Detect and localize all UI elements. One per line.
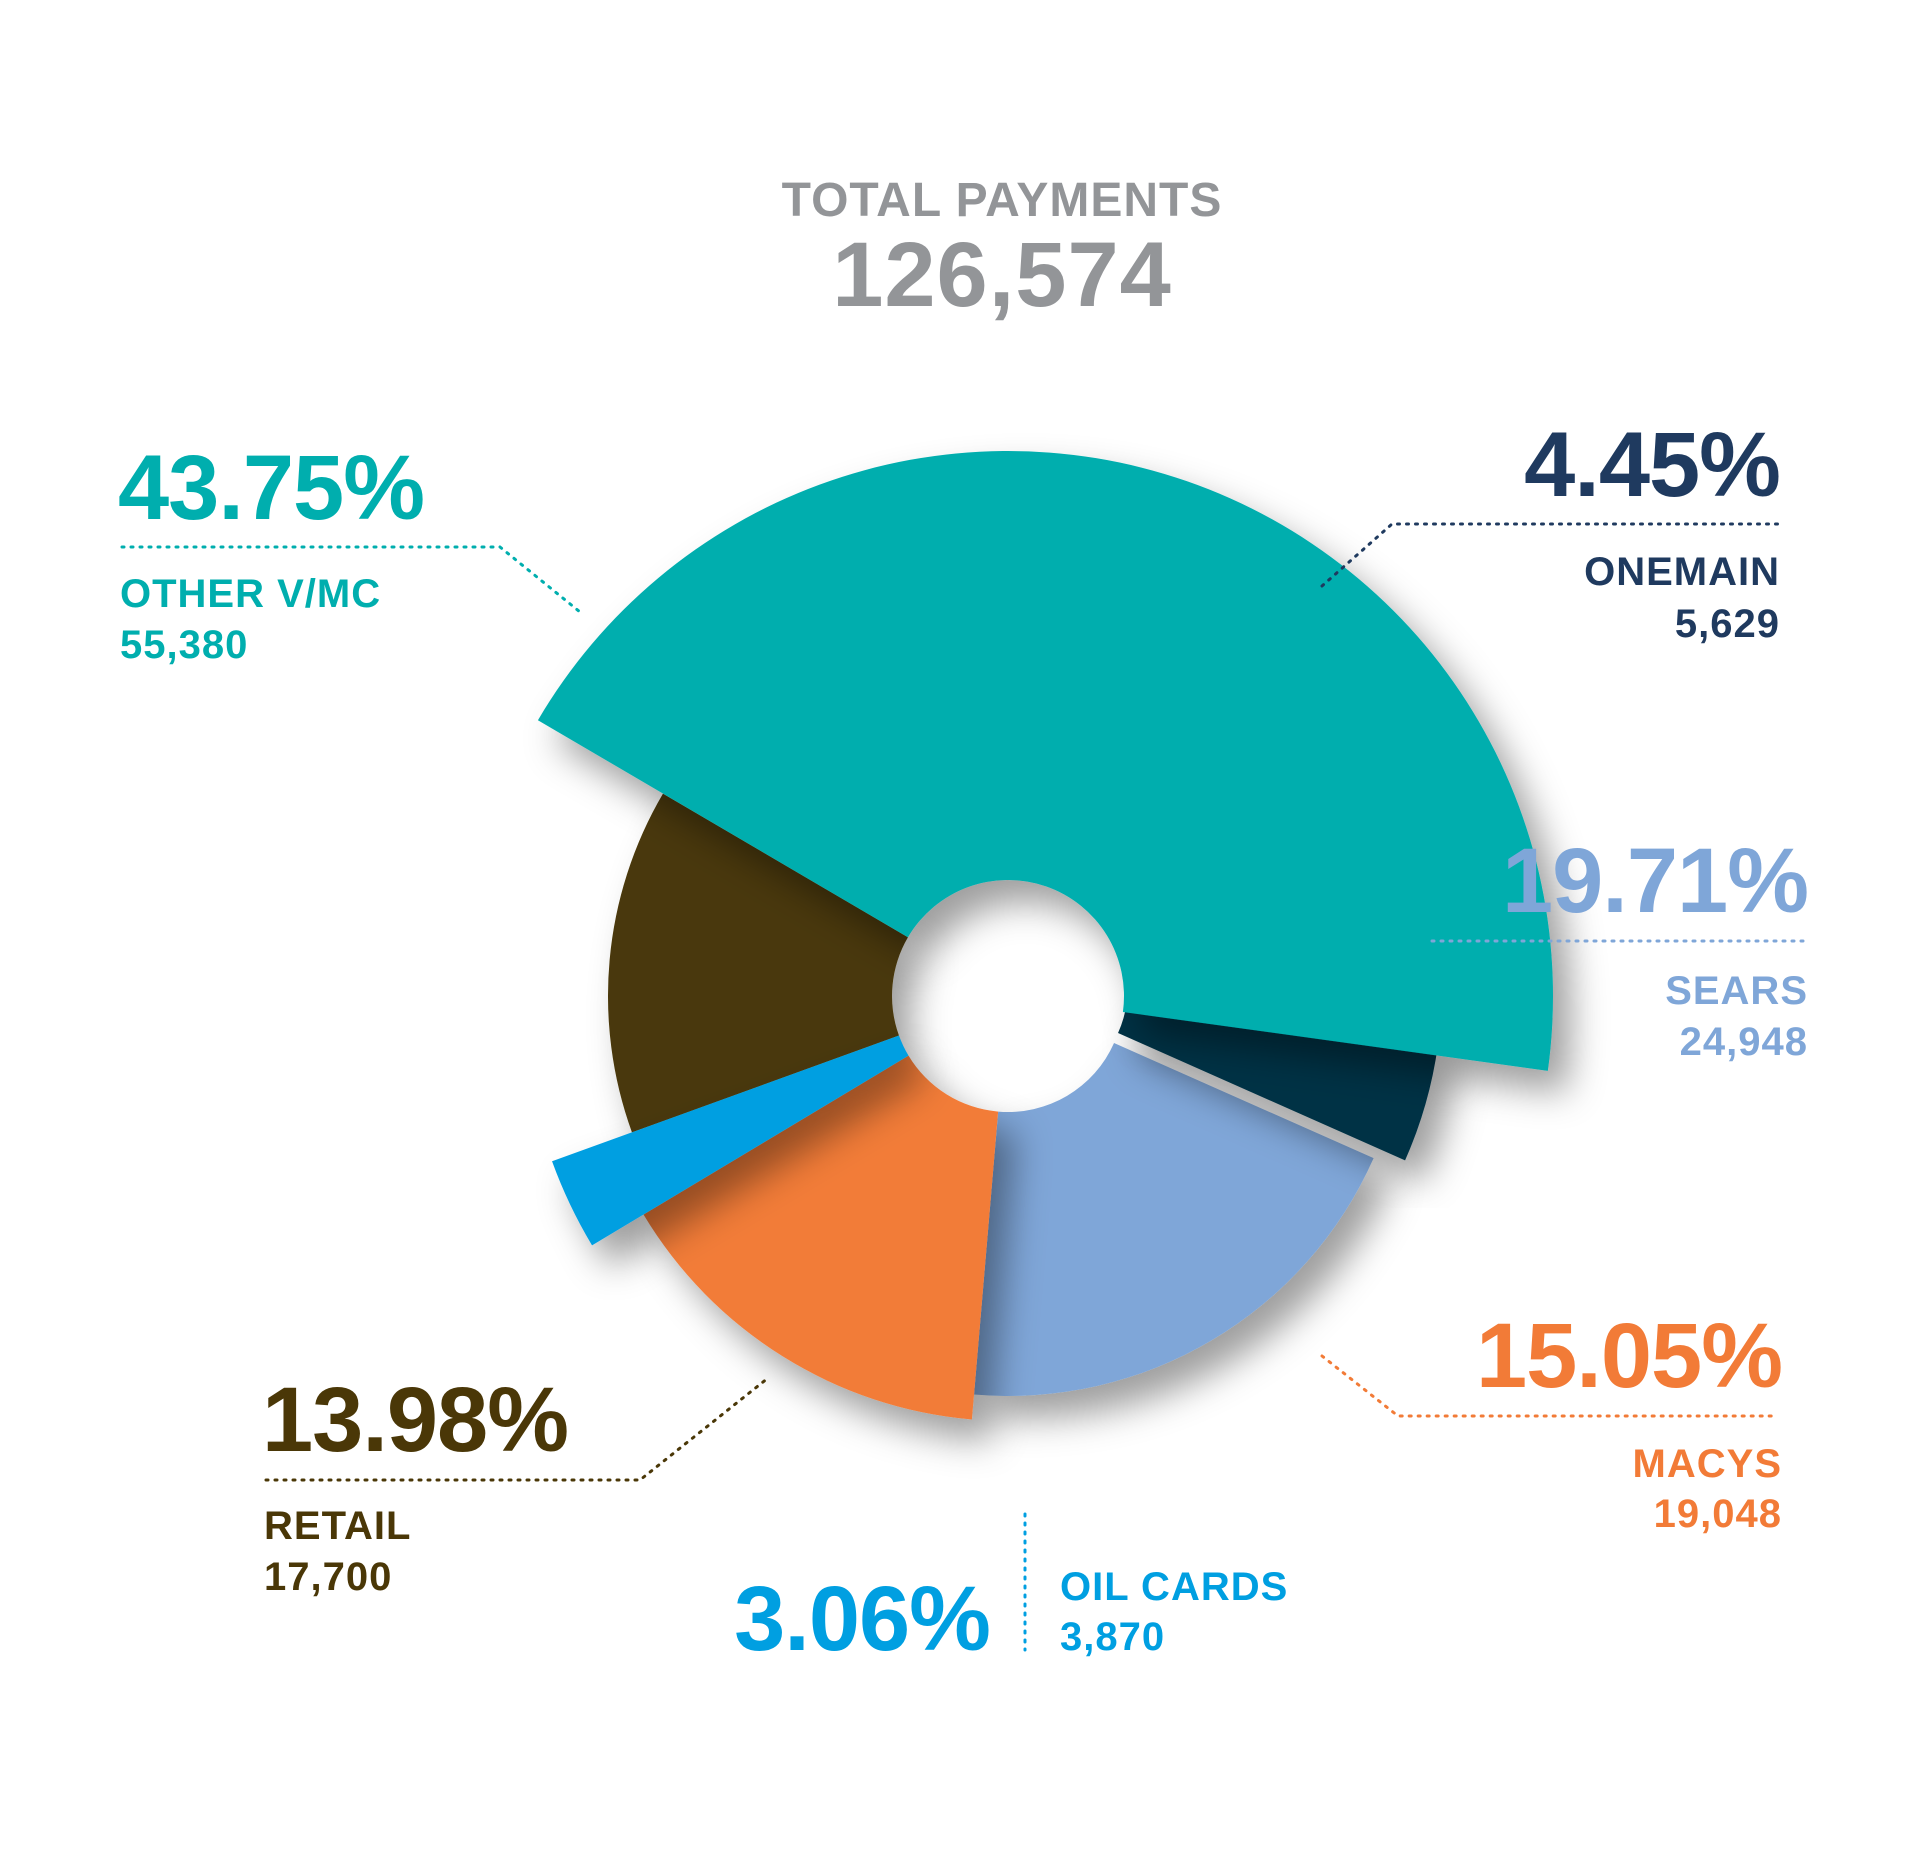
onemain-percent: 4.45%: [1524, 414, 1780, 516]
onemain-label: ONEMAIN: [1584, 550, 1780, 594]
pie-slices: [537, 451, 1553, 1420]
other-vmc-percent: 43.75%: [118, 437, 424, 539]
retail-value: 17,700: [264, 1555, 392, 1599]
slice-oil-cards: [552, 1035, 909, 1246]
sears-label: SEARS: [1665, 969, 1808, 1013]
other-vmc-label: OTHER V/MC: [120, 572, 381, 616]
retail-label: RETAIL: [264, 1504, 411, 1548]
sears-percent: 19.71%: [1502, 830, 1808, 932]
macys-label: MACYS: [1633, 1442, 1782, 1486]
macys-value: 19,048: [1654, 1492, 1782, 1536]
oil-cards-label: OIL CARDS: [1060, 1565, 1288, 1609]
macys-percent: 15.05%: [1476, 1305, 1782, 1407]
sears-value: 24,948: [1680, 1020, 1808, 1064]
slice-macys: [643, 1055, 999, 1420]
total-payments-value: 126,574: [832, 224, 1172, 326]
slice-retail: [608, 793, 908, 1133]
other-vmc-value: 55,380: [120, 623, 248, 667]
chart-title: TOTAL PAYMENTS: [782, 174, 1223, 227]
slice-other-vmc: [537, 451, 1553, 1071]
leader-line-onemain: [1320, 522, 1780, 588]
leader-line-retail: [264, 1376, 770, 1482]
leader-line-other-vmc: [120, 545, 582, 614]
oil-cards-value: 3,870: [1060, 1615, 1165, 1659]
retail-percent: 13.98%: [262, 1369, 568, 1471]
onemain-value: 5,629: [1675, 602, 1780, 646]
slice-sears: [974, 1043, 1374, 1396]
oil-cards-percent: 3.06%: [734, 1568, 990, 1670]
